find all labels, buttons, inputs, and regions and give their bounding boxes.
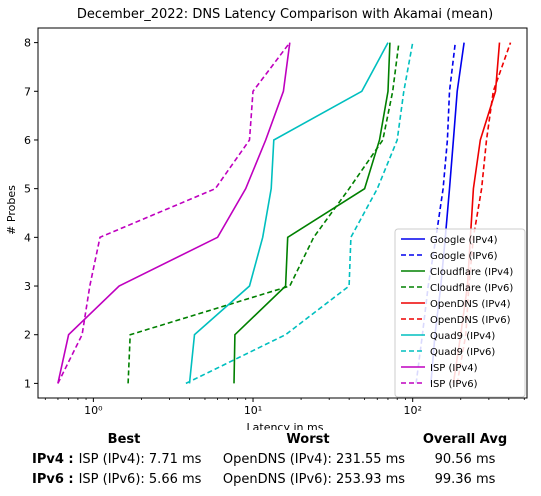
series-line-8 bbox=[57, 42, 291, 384]
y-tick-label: 3 bbox=[24, 280, 31, 293]
summary-header-worst: Worst bbox=[286, 432, 330, 447]
summary-row-ipv4-best: ISP (IPv4): 7.71 ms bbox=[78, 452, 202, 467]
summary-row-ipv4-label: IPv4 : bbox=[32, 452, 74, 467]
legend-label: ISP (IPv4) bbox=[430, 363, 478, 374]
y-tick-label: 7 bbox=[24, 85, 31, 98]
summary-table: Best Worst Overall Avg IPv4 : ISP (IPv4)… bbox=[0, 430, 541, 496]
legend-label: Google (IPv4) bbox=[430, 235, 498, 246]
y-axis-label: # Probes bbox=[5, 185, 18, 235]
summary-row-ipv6-label: IPv6 : bbox=[32, 472, 74, 487]
legend-box bbox=[394, 228, 526, 398]
x-tick-label: 10⁰ bbox=[84, 404, 103, 417]
y-tick-label: 4 bbox=[24, 231, 31, 244]
chart-title: December_2022: DNS Latency Comparison wi… bbox=[77, 7, 493, 22]
summary-row-ipv6-avg: 99.36 ms bbox=[434, 472, 496, 487]
x-tick-label: 10¹ bbox=[244, 404, 262, 417]
plot-frame bbox=[37, 27, 528, 399]
legend-label: OpenDNS (IPv6) bbox=[430, 315, 511, 326]
legend-label: Cloudflare (IPv6) bbox=[430, 283, 513, 294]
summary-row-ipv6-worst: OpenDNS (IPv6): 253.93 ms bbox=[222, 472, 406, 487]
series-line-2 bbox=[233, 42, 391, 384]
x-axis-label: Latency in ms bbox=[247, 421, 324, 430]
series-line-6 bbox=[188, 42, 389, 384]
summary-row-ipv6-best: ISP (IPv6): 5.66 ms bbox=[78, 472, 202, 487]
legend-label: OpenDNS (IPv4) bbox=[430, 299, 511, 310]
summary-header-avg: Overall Avg bbox=[422, 432, 508, 447]
summary-row-ipv4-avg: 90.56 ms bbox=[434, 452, 496, 467]
y-tick-label: 1 bbox=[24, 377, 31, 390]
y-tick-label: 2 bbox=[24, 329, 31, 342]
summary-header-best: Best bbox=[107, 432, 141, 447]
y-tick-label: 8 bbox=[24, 37, 31, 50]
y-tick-label: 6 bbox=[24, 134, 31, 147]
series-line-7 bbox=[185, 42, 414, 385]
plot-area: 10⁰ 10¹ 10² 1 2 3 4 5 6 7 8 Google (IPv4) Google (IP… bbox=[24, 27, 528, 417]
legend-label: Google (IPv6) bbox=[430, 251, 498, 262]
x-tick-label: 10² bbox=[403, 404, 421, 417]
series-line-3 bbox=[127, 42, 400, 384]
legend-label: ISP (IPv6) bbox=[430, 379, 478, 390]
summary-row-ipv4-worst: OpenDNS (IPv4): 231.55 ms bbox=[222, 452, 406, 467]
y-tick-label: 5 bbox=[24, 183, 31, 196]
series-line-9 bbox=[57, 42, 291, 384]
legend-label: Quad9 (IPv6) bbox=[430, 347, 495, 358]
chart: December_2022: DNS Latency Comparison wi… bbox=[5, 7, 528, 430]
legend-label: Cloudflare (IPv4) bbox=[430, 267, 513, 278]
legend-label: Quad9 (IPv4) bbox=[430, 331, 495, 342]
